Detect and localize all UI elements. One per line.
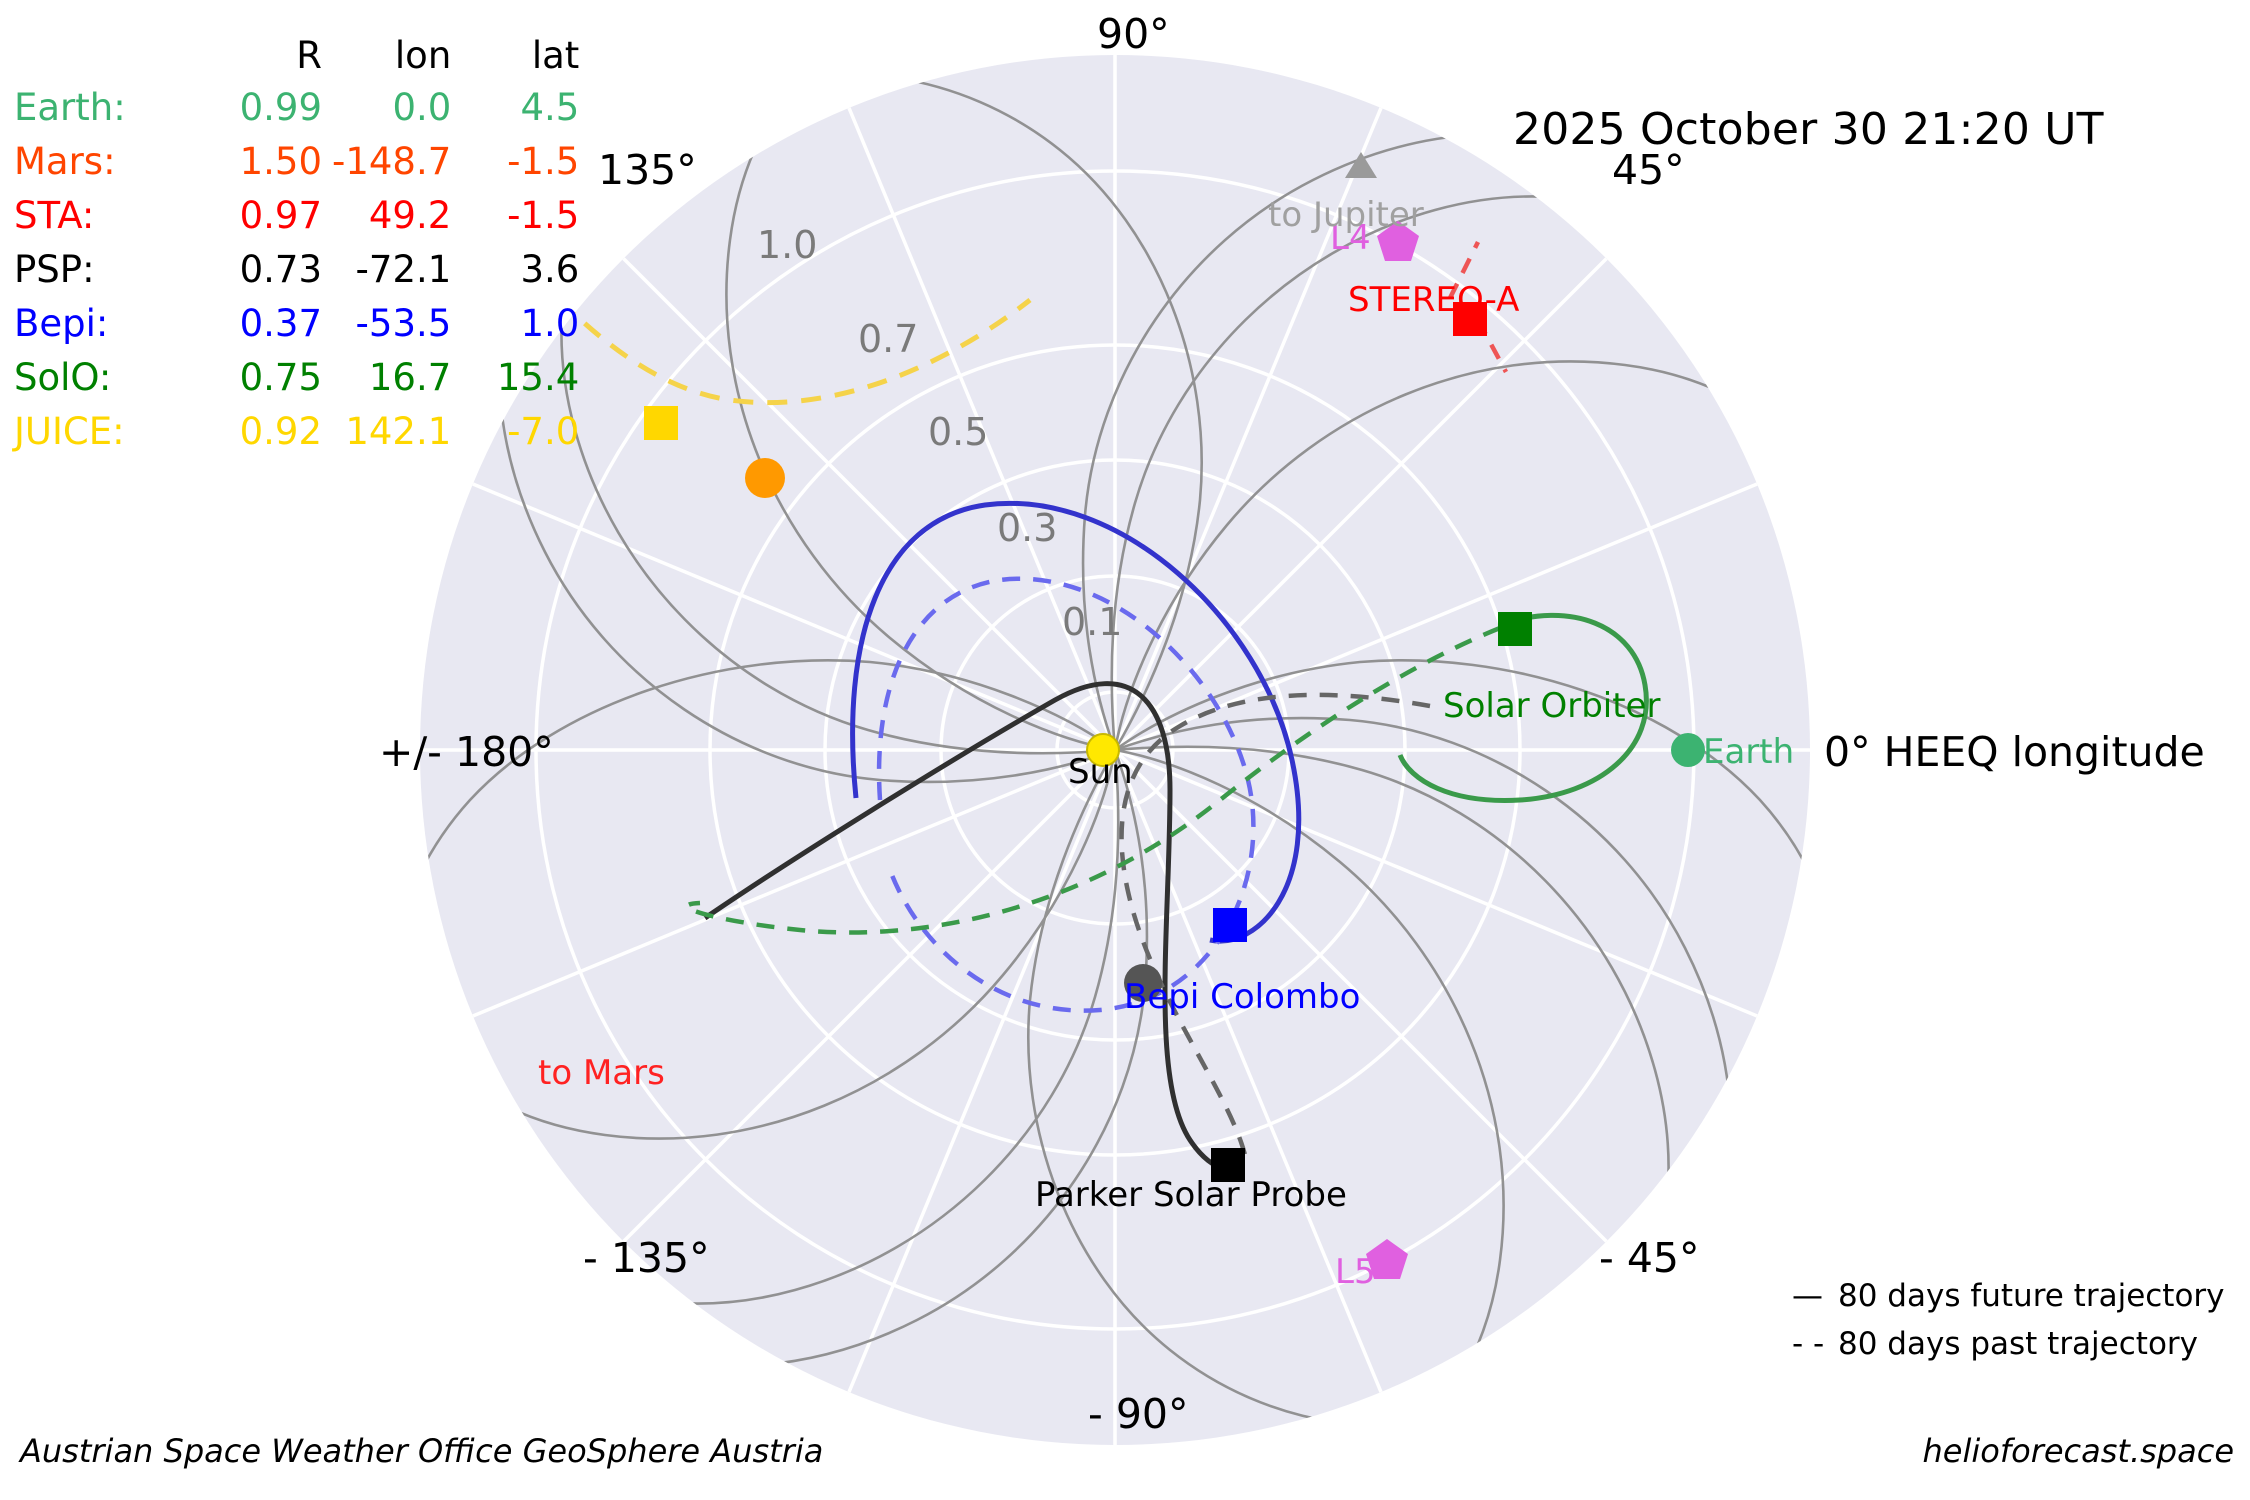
table-row: Mars: 1.50 -148.7 -1.5 [14,143,589,197]
position-table: R lon lat Earth: 0.99 0.0 4.5 Mars: 1.50… [14,34,589,467]
table-row: SolO: 0.75 16.7 15.4 [14,359,589,413]
label-bepi-colombo: Bepi Colombo [1124,977,1361,1017]
angle-label-45: 45° [1612,146,1685,194]
row-lon-solo: 16.7 [368,356,452,399]
row-lat-psp: 3.6 [520,248,580,291]
angle-label-neg45: - 45° [1599,1234,1700,1282]
row-r-bepi: 0.37 [239,302,322,345]
radial-tick-labels: 1.0 0.7 0.5 0.3 0.1 [757,223,1122,644]
table-row: PSP: 0.73 -72.1 3.6 [14,251,589,305]
legend-row-past: - - 80 days past trajectory [1792,1320,2225,1368]
marker-stereo-a[interactable] [1453,302,1487,336]
row-lon-juice: 142.1 [345,410,452,453]
angle-label-180: +/- 180° [379,728,554,776]
marker-to-jupiter[interactable] [1345,152,1377,178]
header-blank [14,34,204,89]
label-to-mars: to Mars [538,1053,665,1093]
trajectory-psp-past [1119,692,1431,1156]
marker-venus[interactable] [745,458,785,498]
label-l5: L5 [1335,1252,1376,1292]
table-row: JUICE: 0.92 142.1 -7.0 [14,413,589,467]
radial-tick-1p0: 1.0 [757,223,817,267]
figure-datetime: 2025 October 30 21:20 UT [1513,104,2104,155]
row-r-earth: 0.99 [239,86,322,129]
row-name-bepi: Bepi: [14,302,109,345]
legend-future-label: 80 days future trajectory [1838,1278,2225,1314]
radial-tick-0p5: 0.5 [928,410,988,454]
label-l4: L4 [1330,218,1371,258]
legend-past-label: 80 days past trajectory [1838,1326,2198,1362]
marker-earth[interactable] [1671,733,1705,767]
legend-dashed-line-icon: - - [1792,1326,1825,1362]
radial-tick-0p1: 0.1 [1062,600,1122,644]
legend-row-future: — 80 days future trajectory [1792,1272,2225,1320]
header-r: R [296,34,322,77]
row-lon-bepi: -53.5 [355,302,452,345]
row-lat-earth: 4.5 [520,86,580,129]
label-solar-orbiter: Solar Orbiter [1443,686,1661,726]
row-name-sta: STA: [14,194,95,237]
radial-tick-0p3: 0.3 [997,506,1057,550]
marker-solar-orbiter[interactable] [1498,612,1532,646]
row-name-earth: Earth: [14,86,126,129]
angle-label-135: 135° [598,146,697,194]
angle-label-0: 0° HEEQ longitude [1824,728,2205,776]
trajectory-juice-past [558,298,1032,406]
row-r-juice: 0.92 [239,410,322,453]
trajectory-legend: — 80 days future trajectory - - 80 days … [1792,1272,2225,1368]
marker-l4[interactable] [1377,221,1419,261]
table-header-row: R lon lat [14,34,589,89]
table-row: Bepi: 0.37 -53.5 1.0 [14,305,589,359]
row-r-sta: 0.97 [239,194,322,237]
marker-l5[interactable] [1366,1239,1408,1279]
row-name-mars: Mars: [14,140,116,183]
row-lat-sta: -1.5 [507,194,580,237]
label-to-jupiter: to Jupiter [1268,195,1424,235]
marker-sun[interactable] [1086,733,1120,767]
row-r-psp: 0.73 [239,248,322,291]
marker-mercury[interactable] [1124,964,1162,1002]
row-lon-sta: 49.2 [368,194,452,237]
trajectory-solo-past [685,625,1501,935]
label-sun: Sun [1068,752,1133,792]
row-lat-bepi: 1.0 [520,302,580,345]
marker-parker-solar-probe[interactable] [1211,1148,1245,1182]
row-name-solo: SolO: [14,356,112,399]
row-name-juice: JUICE: [14,410,125,453]
row-lat-solo: 15.4 [496,356,580,399]
marker-juice[interactable] [644,406,678,440]
row-lat-juice: -7.0 [507,410,580,453]
table-row: Earth: 0.99 0.0 4.5 [14,89,589,143]
marker-bepi-colombo[interactable] [1213,908,1247,942]
row-lon-psp: -72.1 [355,248,452,291]
trajectory-stereo-a-past [1447,240,1481,300]
angle-label-neg90: - 90° [1088,1390,1189,1438]
row-name-psp: PSP: [14,248,95,291]
row-r-solo: 0.75 [239,356,322,399]
label-earth: Earth [1703,732,1795,772]
trajectory-psp-future [703,681,1234,1171]
row-lat-mars: -1.5 [507,140,580,183]
label-parker-solar-probe: Parker Solar Probe [1035,1175,1347,1215]
header-lat: lat [531,34,580,77]
label-stereo-a: STEREO-A [1348,280,1520,320]
angle-label-neg135: - 135° [583,1234,710,1282]
row-lon-earth: 0.0 [392,86,452,129]
row-lon-mars: -148.7 [332,140,452,183]
trajectory-bepi-future [850,500,1302,944]
header-lon: lon [394,34,452,77]
footer-organisation: Austrian Space Weather Office GeoSphere … [20,1432,824,1470]
table-row: STA: 0.97 49.2 -1.5 [14,197,589,251]
trajectory-solo-future [1397,612,1649,803]
angle-label-90: 90° [1097,10,1170,58]
footer-website: helioforecast.space [1922,1432,2234,1470]
row-r-mars: 1.50 [239,140,322,183]
legend-solid-line-icon: — [1792,1278,1823,1314]
radial-tick-0p7: 0.7 [858,317,918,361]
